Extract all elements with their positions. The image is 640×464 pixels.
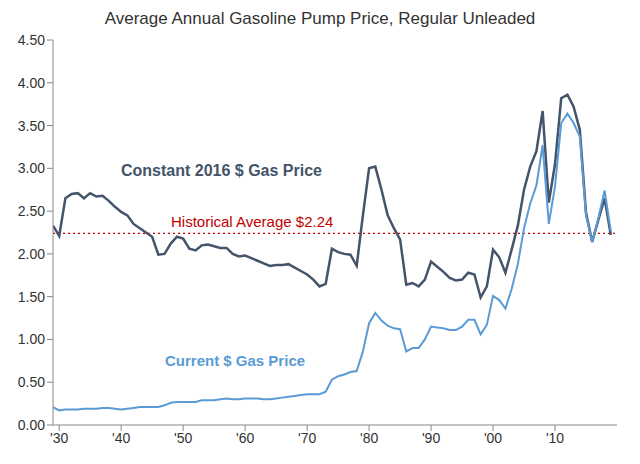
html-text:Average Annual Gasoline Pump P: Average Annual Gasoline Pump Price, Regu… xyxy=(104,9,536,28)
svg-text:'50: '50 xyxy=(174,430,192,446)
svg-text:1.50: 1.50 xyxy=(18,289,45,305)
svg-text:'90: '90 xyxy=(422,430,440,446)
svg-text:Historical Average $2.24: Historical Average $2.24 xyxy=(171,213,333,230)
html-text:Constant 2016 $ Gas Price: Constant 2016 $ Gas Price xyxy=(121,162,322,179)
html-text:Current $ Gas Price: Current $ Gas Price xyxy=(165,352,306,369)
svg-text:'00: '00 xyxy=(484,430,502,446)
svg-text:'70: '70 xyxy=(298,430,316,446)
svg-text:0.00: 0.00 xyxy=(18,417,45,433)
svg-text:3.50: 3.50 xyxy=(18,118,45,134)
svg-text:0.50: 0.50 xyxy=(18,374,45,390)
svg-text:'30: '30 xyxy=(50,430,68,446)
svg-text:3.00: 3.00 xyxy=(18,160,45,176)
svg-text:'10: '10 xyxy=(546,430,564,446)
svg-text:1.00: 1.00 xyxy=(18,331,45,347)
svg-text:2.50: 2.50 xyxy=(18,203,45,219)
svg-text:4.50: 4.50 xyxy=(18,32,45,48)
svg-text:'80: '80 xyxy=(360,430,378,446)
svg-text:'40: '40 xyxy=(112,430,130,446)
svg-text:'60: '60 xyxy=(236,430,254,446)
svg-text:4.00: 4.00 xyxy=(18,75,45,91)
svg-text:2.00: 2.00 xyxy=(18,246,45,262)
